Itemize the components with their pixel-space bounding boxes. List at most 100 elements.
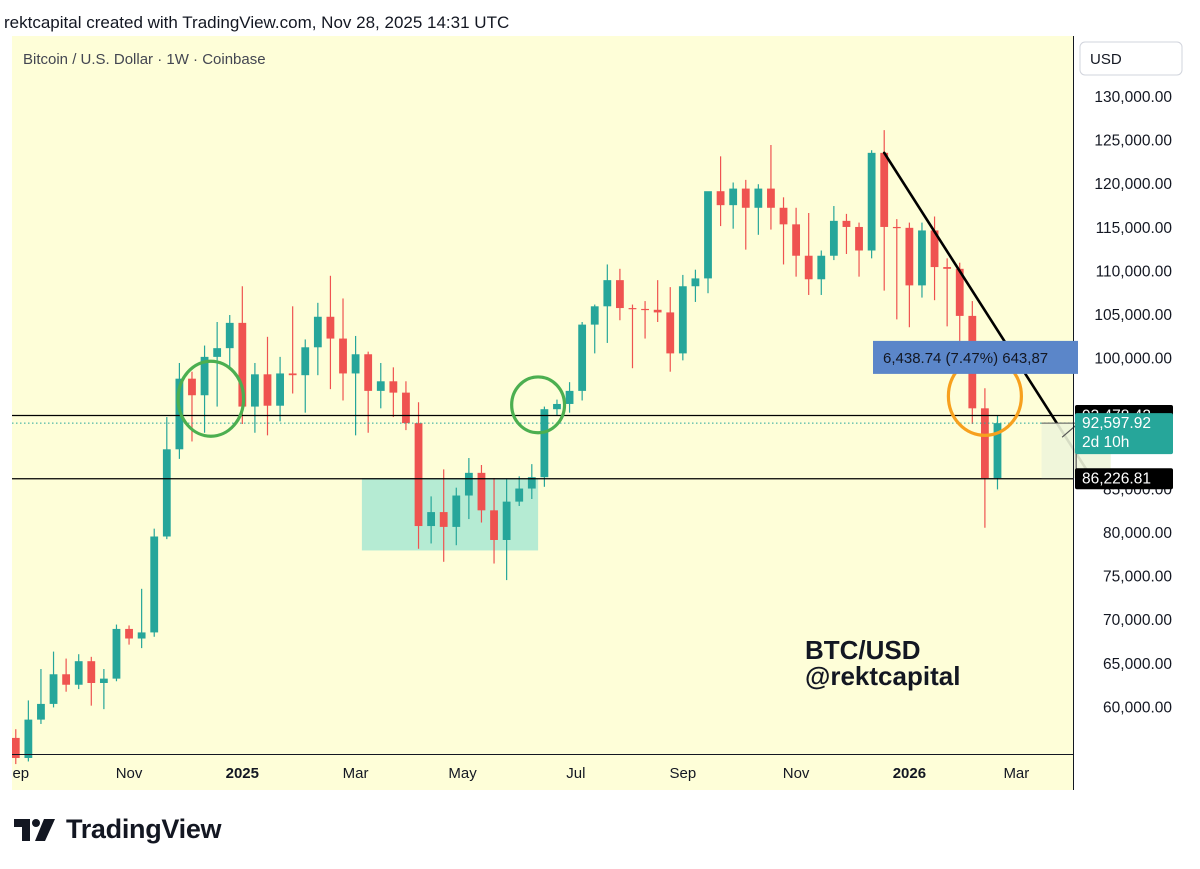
candle-33 [427,496,436,544]
candle-17 [225,315,234,368]
x-tick-label: 2026 [893,765,926,782]
candle-body [464,472,473,496]
candle-body [553,403,561,410]
candle-52 [666,287,675,372]
candle-78 [993,415,1002,490]
candle-body [980,408,989,479]
candle-65 [829,206,838,261]
candlestick-chart[interactable]: 60,000.00 65,000.00 70,000.00 75,000.00 80,0… [12,36,1188,790]
tradingview-logo[interactable]: TradingView [14,814,222,845]
candle-67 [855,222,863,277]
candle-body [225,322,234,349]
candle-24 [313,302,322,376]
y-tick-label: 110,000.00 [1096,263,1173,280]
candle-body [351,354,360,374]
candle-1 [24,700,33,762]
candle-body [842,220,851,227]
x-tick-label: Mar [1003,765,1029,782]
candle-7 [99,669,108,710]
tradingview-logo-icon [14,818,55,841]
candle-body [490,510,498,540]
candle-body [502,501,511,540]
candle-body [704,191,712,279]
candle-28 [364,351,373,433]
candle-body [943,267,952,269]
candle-20 [263,336,272,436]
candle-body [918,230,926,286]
x-tick-label: Nov [116,765,143,782]
candle-2 [37,669,45,724]
candle-body [741,188,750,208]
candle-body [301,347,310,376]
countdown-tag-label: 2d 10h [1082,434,1129,451]
x-tick-label: Jul [566,765,585,782]
candle-body [678,286,687,354]
candle-body [12,737,20,758]
candle-body [112,628,121,679]
candle-body [402,392,410,424]
candle-10 [137,588,146,649]
candle-55 [704,191,712,294]
candle-41 [527,464,536,500]
candle-body [578,324,587,391]
measure-label-text: 6,438.74 (7.47%) 643,87 [883,350,1048,367]
y-tick-label: 70,000.00 [1103,612,1172,629]
y-tick-label: 75,000.00 [1103,569,1172,586]
y-tick-label: 65,000.00 [1103,656,1172,673]
candle-body [24,719,33,758]
y-tick-label: 80,000.00 [1103,525,1172,542]
candle-77 [980,388,989,528]
candle-body [829,220,838,256]
candle-body [74,661,83,685]
x-tick-label: 2025 [226,765,259,782]
candle-60 [767,144,775,230]
candle-body [792,224,801,256]
candle-body [754,188,763,208]
candle-body [188,378,196,396]
y-tick-label: 115,000.00 [1096,220,1173,237]
x-tick-label: Mar [343,765,369,782]
candle-body [641,308,649,311]
candle-9 [125,625,133,645]
candle-body [892,226,901,229]
candle-body [439,512,448,527]
y-tick-label: 100,000.00 [1094,351,1172,368]
candle-body [37,703,45,720]
candle-19 [251,362,259,433]
candle-72 [918,222,926,298]
watermark-author: @rektcapital [805,661,960,691]
candle-body [616,280,624,309]
candle-body [251,374,259,407]
candle-36 [464,458,473,520]
candle-43 [553,399,561,416]
candle-body [213,348,222,357]
candle-5 [74,654,83,690]
candle-body [414,423,423,527]
green-circle-1 [176,359,246,438]
measure-label-box [873,340,1078,374]
candle-54 [691,269,700,302]
candle-body [716,191,725,206]
candle-71 [905,222,914,328]
candle-69 [880,130,889,291]
candle-body [653,309,662,313]
candle-body [880,152,889,227]
candle-74 [943,258,952,327]
candle-body [855,226,863,251]
candle-body [364,354,373,391]
candle-64 [817,250,826,295]
candle-21 [276,356,284,422]
green-circle-2 [510,375,567,435]
candle-body [905,227,914,286]
candle-40 [515,476,524,506]
candle-56 [716,156,725,227]
y-tick-label: 60,000.00 [1103,699,1172,716]
candle-53 [678,274,687,361]
candle-body [62,674,71,685]
currency-button[interactable]: USD [1079,41,1183,76]
candle-63 [804,213,813,295]
candle-body [590,306,599,325]
candle-38 [490,478,498,564]
candle-body [125,628,133,639]
candle-body [767,188,775,208]
